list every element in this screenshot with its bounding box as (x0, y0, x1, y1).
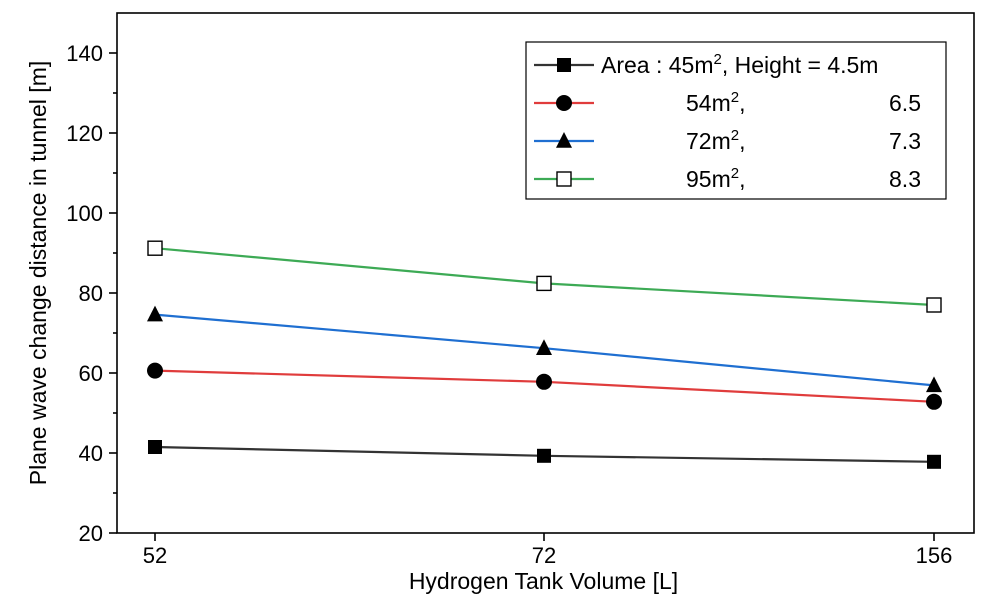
legend-entry: 54m2, 6.5 (534, 89, 921, 116)
legend-label: 72m2, (686, 127, 745, 154)
legend-marker (557, 58, 571, 72)
data-point (147, 305, 163, 322)
legend-entry: 95m2, 8.3 (534, 165, 921, 192)
legend-box (525, 41, 947, 200)
data-point (147, 362, 163, 379)
legend-label: Area : 45m2, Height = 4.5m (601, 51, 878, 78)
legend-marker (556, 171, 572, 187)
legend-height-value: 7.3 (889, 128, 921, 154)
y-tick-label: 140 (66, 41, 103, 66)
series-2 (147, 362, 942, 410)
legend-label: 95m2, (686, 165, 745, 192)
data-point (926, 393, 942, 410)
data-point (536, 339, 552, 355)
y-tick-label: 60 (79, 361, 103, 386)
data-point (536, 373, 552, 390)
y-tick-label: 80 (79, 281, 103, 306)
legend-label: 54m2, (686, 89, 745, 116)
y-axis-title: Plane wave change distance in tunnel [m] (25, 61, 51, 486)
y-tick-label: 120 (66, 121, 103, 146)
legend-height-value: 8.3 (889, 166, 921, 192)
series-1 (148, 440, 941, 469)
x-axis-title: Hydrogen Tank Volume [L] (409, 568, 678, 594)
legend-entry: Area : 45m2, Height = 4.5m (534, 51, 878, 78)
series-3 (147, 305, 942, 393)
y-tick-label: 20 (79, 521, 103, 546)
legend-height-value: 6.5 (889, 90, 921, 116)
data-point (147, 240, 163, 256)
x-tick-label: 156 (916, 543, 953, 568)
legend-marker (556, 132, 572, 148)
data-point (927, 454, 941, 469)
x-tick-label: 72 (532, 543, 556, 568)
legend-marker (556, 95, 572, 111)
data-point (536, 275, 552, 292)
data-point (926, 297, 942, 313)
x-tick-label: 52 (143, 543, 167, 568)
y-tick-label: 40 (79, 441, 103, 466)
y-tick-label: 100 (66, 201, 103, 226)
legend-entry: 72m2, 7.3 (534, 127, 921, 154)
data-point (926, 376, 942, 393)
series-4 (147, 240, 942, 313)
data-point (537, 448, 551, 463)
data-point (148, 440, 162, 454)
plot-frame (116, 12, 975, 534)
